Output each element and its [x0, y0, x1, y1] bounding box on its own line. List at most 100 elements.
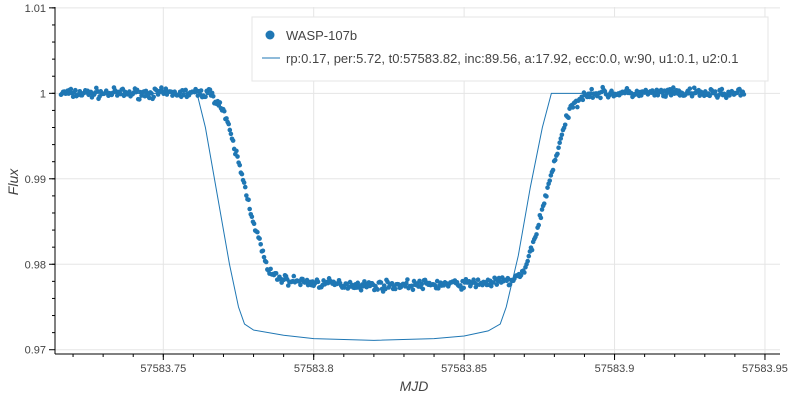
data-point	[411, 278, 417, 284]
data-point	[552, 157, 558, 163]
data-point	[249, 214, 255, 220]
data-point	[539, 207, 545, 212]
data-point	[712, 89, 718, 94]
data-point	[210, 93, 216, 99]
data-point	[239, 171, 245, 177]
data-point	[142, 93, 148, 99]
data-point	[235, 154, 240, 159]
y-tick-label: 0.98	[25, 259, 46, 271]
y-tick-label: 1.01	[25, 3, 46, 15]
data-point	[230, 138, 236, 143]
data-point	[555, 151, 560, 157]
data-point	[392, 286, 398, 292]
data-point	[73, 87, 78, 93]
data-point	[389, 281, 395, 286]
data-point	[671, 85, 676, 90]
legend-label-line: rp:0.17, per:5.72, t0:57583.82, inc:89.5…	[286, 51, 738, 66]
data-point	[557, 140, 562, 145]
data-point	[375, 287, 380, 292]
data-point	[241, 180, 247, 185]
data-point	[559, 132, 565, 138]
data-point	[580, 97, 586, 103]
axes: 57583.75 57583.8 57583.85 57583.9 57583.95 0.…	[25, 3, 788, 375]
x-tick-label: 57583.75	[140, 363, 186, 375]
model-line-group	[61, 92, 585, 341]
data-point	[410, 287, 416, 293]
x-tick-label: 57583.85	[441, 363, 487, 375]
data-point	[221, 108, 227, 114]
data-point	[538, 215, 544, 221]
x-tick-label: 57583.8	[294, 363, 334, 375]
data-point	[268, 266, 273, 272]
data-point	[547, 178, 553, 183]
data-point	[536, 222, 541, 228]
data-point	[507, 282, 513, 287]
data-point	[237, 162, 243, 168]
data-point	[95, 88, 100, 94]
data-point	[741, 92, 747, 97]
data-point	[228, 131, 234, 137]
y-tick-label: 0.97	[25, 345, 46, 357]
data-point	[590, 95, 596, 100]
data-point	[566, 115, 571, 121]
data-point	[494, 282, 500, 287]
data-point	[68, 86, 74, 92]
data-point	[719, 86, 725, 92]
data-point	[151, 94, 156, 100]
data-point	[529, 247, 535, 253]
data-point	[598, 95, 603, 101]
data-point	[461, 285, 466, 291]
data-point	[246, 197, 251, 203]
data-point	[691, 85, 697, 91]
data-point	[77, 88, 83, 94]
data-point	[227, 127, 233, 133]
data-point	[183, 87, 188, 93]
data-point	[556, 145, 561, 151]
data-point	[562, 122, 568, 128]
data-point	[405, 277, 410, 282]
data-point	[526, 253, 532, 259]
data-point	[687, 86, 693, 91]
data-point	[224, 116, 229, 121]
data-point	[251, 221, 257, 227]
data-point	[258, 242, 264, 247]
data-point	[242, 184, 248, 190]
x-tick-label: 57583.9	[595, 363, 635, 375]
legend: WASP-107b rp:0.17, per:5.72, t0:57583.82…	[251, 16, 769, 82]
data-point	[385, 279, 390, 285]
data-point	[247, 206, 252, 212]
data-point	[298, 282, 303, 288]
data-point	[203, 94, 208, 100]
data-point	[420, 286, 426, 292]
legend-box	[251, 16, 769, 82]
data-point	[207, 87, 213, 92]
data-point	[358, 288, 364, 293]
legend-marker-scatter	[265, 30, 275, 40]
model-curve-line	[61, 92, 585, 341]
data-point	[550, 167, 556, 173]
data-point	[575, 104, 580, 110]
data-point	[419, 281, 425, 287]
data-point	[588, 91, 593, 96]
legend-label-scatter: WASP-107b	[286, 28, 357, 43]
data-point	[545, 185, 550, 190]
data-point	[570, 105, 576, 110]
data-point	[285, 283, 291, 288]
data-point	[261, 254, 267, 260]
data-point	[707, 93, 712, 99]
data-point	[159, 85, 164, 90]
data-point	[458, 283, 463, 288]
data-point	[315, 279, 321, 285]
data-point	[255, 229, 260, 235]
data-point	[244, 193, 249, 198]
data-point	[260, 248, 266, 254]
data-point	[589, 86, 594, 92]
y-axis-label: Flux	[5, 168, 21, 195]
data-point	[534, 232, 539, 237]
data-point	[137, 97, 142, 102]
data-point	[181, 92, 186, 98]
data-point	[217, 100, 223, 105]
data-point	[544, 194, 549, 199]
data-point	[525, 258, 530, 264]
data-point	[541, 201, 547, 206]
